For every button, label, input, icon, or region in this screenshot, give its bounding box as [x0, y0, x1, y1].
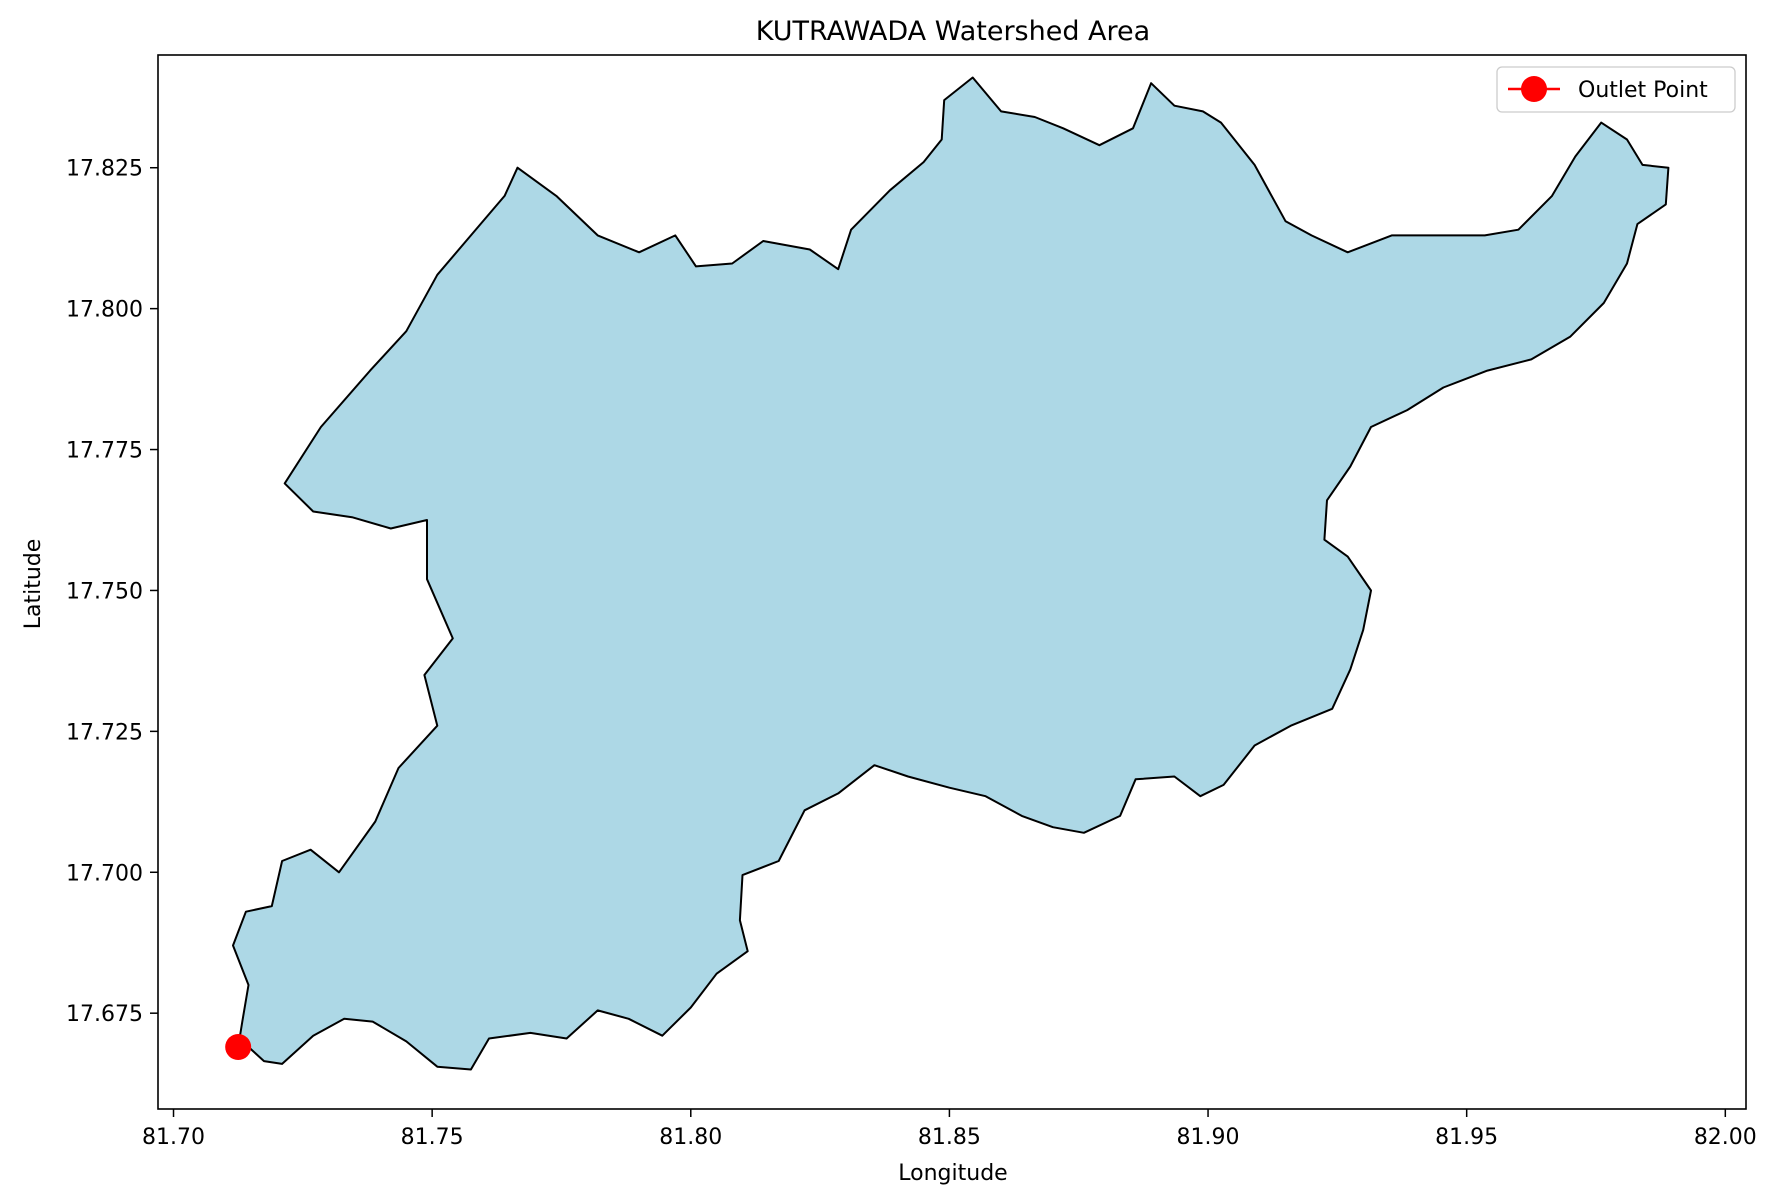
plot-area	[225, 76, 1670, 1071]
axes-frame	[157, 54, 1747, 1110]
x-axis-title: Longitude	[898, 1161, 1007, 1186]
y-tick-label: 17.700	[66, 861, 143, 886]
legend-marker-sample	[1521, 76, 1547, 102]
y-axis-title: Latitude	[21, 539, 46, 630]
x-tick-label: 82.00	[1694, 1125, 1757, 1150]
outlet-point-marker	[225, 1034, 252, 1060]
x-tick-label: 81.70	[142, 1125, 205, 1150]
watershed-polygon	[232, 76, 1670, 1071]
y-tick-label: 17.775	[66, 439, 143, 464]
legend-label-outlet-point: Outlet Point	[1578, 78, 1708, 103]
y-axis-ticks: 17.675 17.700 17.725 17.750 17.775 17.800 17.8…	[66, 157, 158, 1027]
x-tick-label: 81.85	[918, 1125, 981, 1150]
x-tick-label: 81.75	[401, 1125, 464, 1150]
y-tick-label: 17.800	[66, 298, 143, 323]
x-tick-label: 81.95	[1435, 1125, 1498, 1150]
y-tick-label: 17.750	[66, 579, 143, 604]
legend-box	[1496, 66, 1736, 113]
legend: Outlet Point	[1496, 66, 1736, 113]
x-tick-label: 81.90	[1177, 1125, 1240, 1150]
plot-title: KUTRAWADA Watershed Area	[756, 16, 1150, 47]
y-tick-label: 17.825	[66, 157, 143, 182]
x-axis-ticks: 81.70 81.75 81.80 81.85 81.90 81.95 82.00	[142, 1109, 1757, 1150]
x-tick-label: 81.80	[659, 1125, 722, 1150]
y-tick-label: 17.675	[66, 1002, 143, 1027]
y-tick-label: 17.725	[66, 720, 143, 745]
